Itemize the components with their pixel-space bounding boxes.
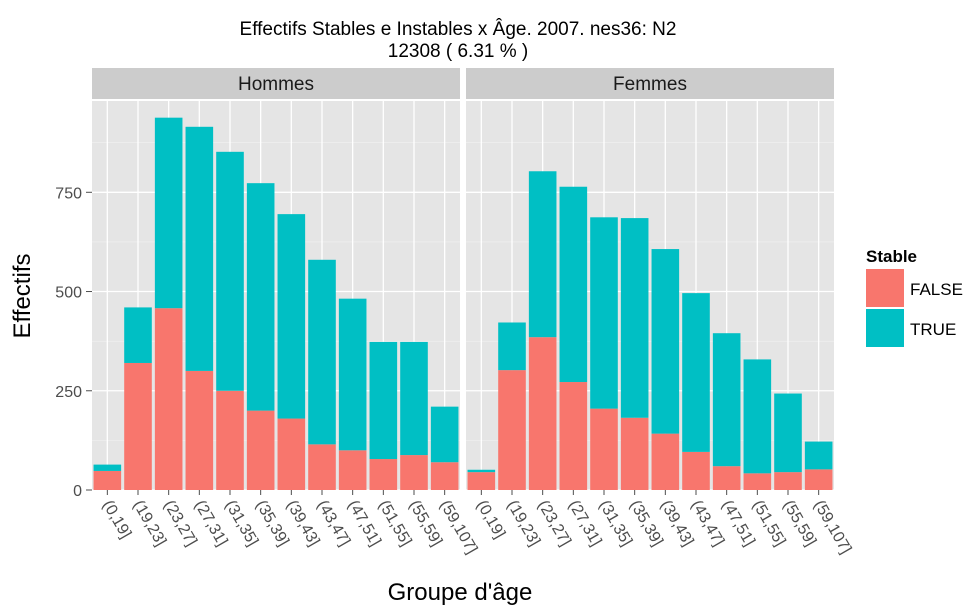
x-tick-label: (0,19] (99, 498, 134, 542)
legend-swatch-true (866, 309, 904, 347)
bar-false (216, 390, 244, 490)
bar-true (216, 151, 244, 391)
bar-true (774, 393, 802, 473)
legend-label-true: TRUE (910, 320, 956, 339)
panel-background (466, 101, 834, 490)
bar-false (246, 410, 275, 490)
bar-false (277, 418, 306, 490)
bar-false (430, 462, 459, 490)
bar-true (277, 214, 306, 419)
bar-true (651, 249, 680, 434)
bar-false (498, 370, 526, 490)
bar-false (185, 370, 214, 490)
bar-false (804, 469, 833, 490)
bar-true (712, 333, 741, 467)
chart-subtitle: 12308 ( 6.31 % ) (388, 41, 528, 62)
x-tick-label: (59,107] (810, 498, 854, 557)
legend-title: Stable (866, 247, 917, 266)
bar-true (620, 218, 649, 418)
bar-true (430, 406, 459, 463)
bar-false (338, 450, 367, 490)
bar-false (651, 433, 680, 490)
bar-false (712, 466, 741, 490)
legend: Stable FALSE TRUE (866, 247, 963, 347)
bar-true (498, 322, 526, 371)
x-tick-label: (0,19] (473, 498, 508, 542)
bar-true (559, 186, 588, 383)
panel-background (92, 101, 460, 490)
y-tick-label: 750 (55, 185, 82, 202)
bar-false (308, 444, 336, 490)
x-axis-title: Groupe d'âge (388, 579, 533, 606)
bar-false (682, 451, 710, 490)
bar-true (369, 341, 398, 460)
y-tick-label: 250 (55, 384, 82, 401)
facet-panel-hommes: Hommes(0,19](19,23](23,27](27,31](31,35]… (92, 68, 480, 557)
strip-background (92, 68, 460, 99)
bar-false (93, 470, 122, 490)
y-tick-label: 500 (55, 285, 82, 302)
bar-true (338, 298, 367, 451)
bar-false (124, 362, 152, 490)
strip-label: Hommes (238, 74, 314, 95)
facet-panels: Hommes(0,19](19,23](23,27](27,31](31,35]… (92, 68, 854, 557)
bar-true (590, 217, 618, 409)
bar-true (93, 464, 122, 471)
strip-label: Femmes (613, 74, 687, 95)
bar-false (559, 382, 588, 490)
bar-true (246, 183, 275, 411)
bar-true (185, 126, 214, 371)
bar-false (743, 473, 772, 490)
bar-true (400, 341, 428, 456)
chart-title: Effectifs Stables e Instables x Âge. 200… (240, 18, 677, 40)
y-axis: 0 250 500 750 (55, 185, 92, 500)
bar-false (590, 408, 618, 490)
y-tick-label: 0 (73, 483, 82, 500)
bar-false (528, 337, 557, 490)
bar-true (308, 259, 336, 445)
bar-true (467, 469, 496, 473)
bar-false (369, 459, 398, 490)
y-axis-title: Effectifs (9, 254, 36, 339)
legend-label-false: FALSE (910, 280, 963, 299)
bar-true (528, 171, 557, 338)
legend-swatch-false (866, 269, 904, 307)
bar-true (124, 307, 152, 363)
bar-false (154, 308, 183, 490)
bar-true (804, 441, 833, 470)
bar-false (467, 472, 496, 490)
bar-true (154, 117, 183, 309)
bar-false (774, 472, 802, 490)
strip-background (466, 68, 834, 99)
bar-true (682, 293, 710, 452)
bar-false (620, 417, 649, 490)
bar-false (400, 455, 428, 490)
facet-panel-femmes: Femmes(0,19](19,23](23,27](27,31](31,35]… (466, 68, 854, 557)
bar-true (743, 359, 772, 474)
